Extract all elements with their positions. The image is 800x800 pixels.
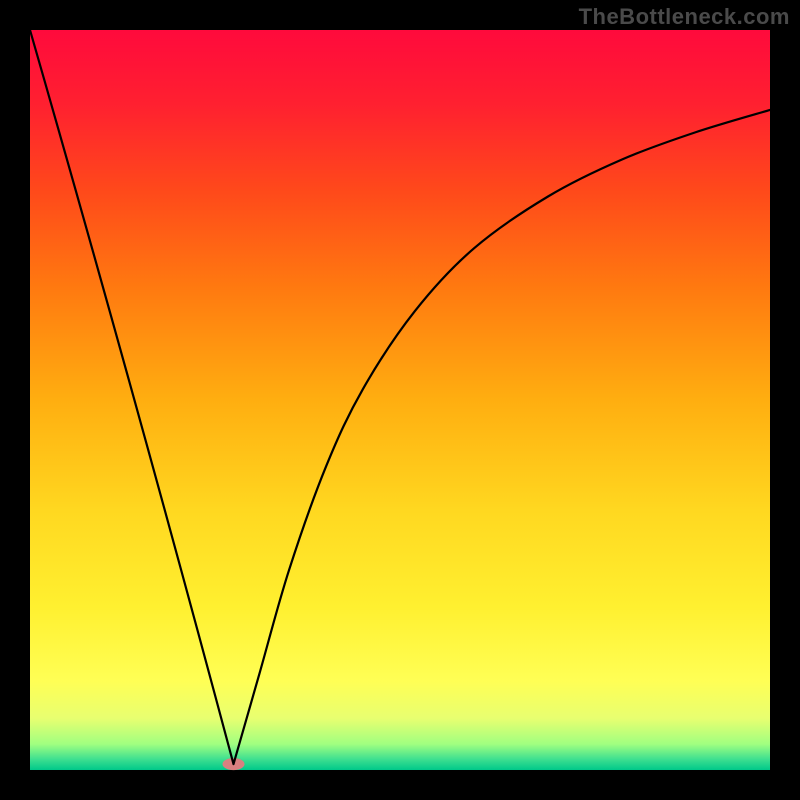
chart-stage: TheBottleneck.com (0, 0, 800, 800)
gradient-background (30, 30, 770, 770)
bottleneck-chart (0, 0, 800, 800)
watermark-text: TheBottleneck.com (579, 4, 790, 30)
